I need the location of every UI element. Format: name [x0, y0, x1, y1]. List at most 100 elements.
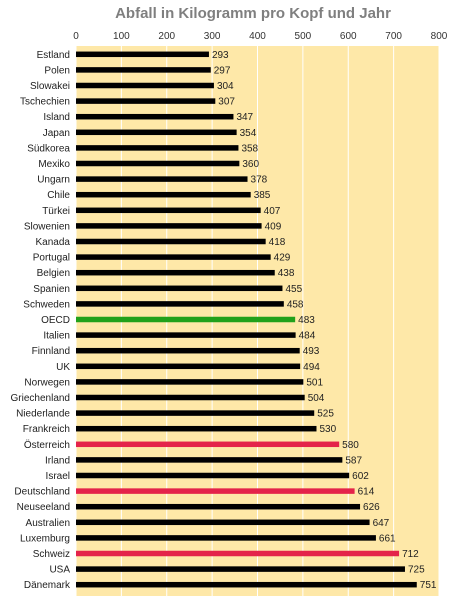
category-label: Spanien	[33, 284, 70, 295]
category-label: Island	[43, 112, 70, 123]
value-label: 418	[269, 237, 286, 248]
value-label: 429	[274, 253, 291, 264]
bar-norwegen	[76, 379, 304, 385]
value-label: 602	[352, 471, 369, 482]
value-label: 307	[218, 97, 235, 108]
bar-neuseeland	[76, 503, 361, 510]
value-label: 587	[345, 455, 362, 466]
bar-luxemburg	[76, 535, 376, 541]
value-label: 614	[358, 487, 375, 498]
category-label: Niederlande	[16, 409, 70, 420]
bar-spanien	[76, 285, 283, 292]
bar-japan	[76, 129, 237, 136]
bar-schweiz	[76, 550, 400, 557]
category-label: Mexiko	[38, 159, 70, 170]
category-label: Estland	[37, 50, 70, 61]
value-label: 494	[303, 362, 320, 373]
category-label: Australien	[26, 518, 70, 529]
value-label: 409	[265, 221, 282, 232]
value-label: 297	[214, 65, 231, 76]
value-label: 493	[303, 346, 320, 357]
value-label: 407	[264, 206, 281, 217]
value-label: 378	[251, 175, 268, 186]
bar-estland	[76, 51, 209, 58]
value-label: 358	[241, 143, 258, 154]
bar-dänemark	[76, 581, 417, 588]
value-label: 580	[342, 440, 359, 451]
value-label: 626	[363, 502, 380, 513]
x-tick-labels: 0 100 200 300 400 500 600 700 800	[73, 31, 448, 42]
category-label: Österreich	[24, 439, 70, 451]
value-label: 484	[299, 331, 316, 342]
category-label: Irland	[45, 455, 70, 466]
bar-oecd	[76, 316, 296, 323]
bar-finnland	[76, 347, 300, 354]
bar-griechenland	[76, 394, 305, 401]
x-tick-label: 200	[158, 31, 175, 42]
value-label: 293	[212, 50, 229, 61]
category-label: Neuseeland	[17, 502, 70, 513]
chart-title: Abfall in Kilogramm pro Kopf und Jahr	[115, 5, 391, 22]
bar-island	[76, 113, 234, 120]
x-tick-label: 600	[340, 31, 357, 42]
bar-slowenien	[76, 223, 262, 229]
value-label: 725	[408, 565, 425, 576]
category-label: Luxemburg	[20, 533, 70, 544]
category-label: Slowenien	[24, 221, 70, 232]
bar-israel	[76, 472, 350, 479]
bars	[76, 51, 417, 588]
value-label: 530	[319, 424, 336, 435]
category-label: Deutschland	[14, 487, 70, 498]
bar-niederlande	[76, 410, 315, 416]
category-label: Polen	[44, 65, 70, 76]
x-tick-label: 400	[249, 31, 266, 42]
x-tick-label: 500	[295, 31, 312, 42]
value-label: 525	[317, 409, 334, 420]
bar-slowakei	[76, 82, 214, 89]
category-label: Japan	[43, 128, 70, 139]
x-tick-label: 0	[73, 31, 79, 42]
category-label: Südkorea	[27, 143, 70, 154]
bar-türkei	[76, 207, 261, 214]
value-label: 647	[373, 518, 390, 529]
category-label: Tschechien	[20, 97, 70, 108]
category-label: OECD	[41, 315, 70, 326]
value-label: 360	[242, 159, 259, 170]
category-label: Israel	[46, 471, 70, 482]
bar-polen	[76, 67, 211, 73]
category-label: Italien	[43, 331, 70, 342]
bar-australien	[76, 519, 370, 526]
bar-belgien	[76, 269, 275, 276]
category-label: Dänemark	[24, 580, 71, 591]
category-label: Slowakei	[30, 81, 70, 92]
bar-österreich	[76, 441, 340, 448]
bar-usa	[76, 566, 405, 572]
value-label: 712	[402, 549, 419, 560]
x-tick-label: 300	[204, 31, 221, 42]
x-tick-label: 100	[113, 31, 130, 42]
category-label: Schweden	[23, 299, 70, 310]
category-label: Kanada	[36, 237, 71, 248]
bar-frankreich	[76, 425, 317, 432]
category-labels: Estland Polen Slowakei Tschechien Island Japa…	[11, 50, 71, 591]
bar-portugal	[76, 254, 271, 260]
value-label: 501	[306, 377, 323, 388]
value-label: 504	[308, 393, 325, 404]
category-label: Belgien	[37, 268, 70, 279]
value-label: 347	[236, 112, 253, 123]
bar-schweden	[76, 301, 284, 307]
bar-südkorea	[76, 145, 239, 151]
value-label: 304	[217, 81, 234, 92]
category-label: Chile	[47, 190, 70, 201]
x-tick-label: 800	[431, 31, 448, 42]
bar-chile	[76, 191, 251, 198]
category-label: Griechenland	[11, 393, 70, 404]
category-label: Schweiz	[33, 549, 70, 560]
bar-italien	[76, 332, 296, 338]
bar-irland	[76, 457, 343, 463]
value-label: 455	[285, 284, 302, 295]
value-label: 385	[254, 190, 271, 201]
bar-ungarn	[76, 176, 248, 182]
